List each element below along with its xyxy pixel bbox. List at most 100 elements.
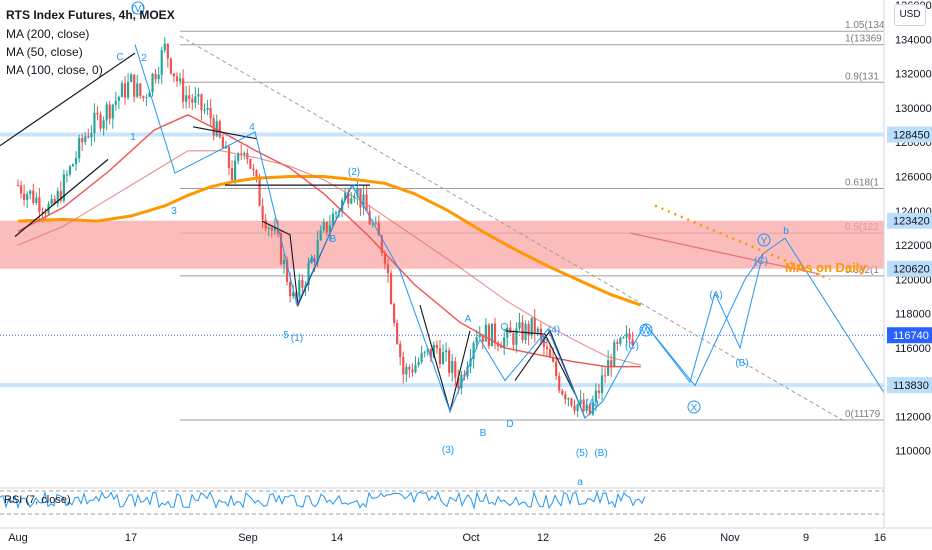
candle	[56, 187, 59, 208]
candle	[619, 336, 622, 346]
fib-level-label: 1.05(134	[845, 20, 885, 31]
candle	[108, 100, 111, 125]
price-tick-label: 134000	[895, 34, 932, 46]
candle	[90, 125, 93, 147]
wave-label: (A)	[709, 290, 722, 301]
candle	[487, 323, 490, 350]
wave-label: (C)	[625, 341, 639, 352]
candle	[163, 37, 166, 53]
fib-level-label: 0.382(1	[845, 265, 879, 276]
candle	[35, 192, 38, 205]
candle	[328, 215, 331, 241]
candle	[570, 397, 573, 408]
candle	[322, 218, 325, 233]
price-tick-label: 116000	[895, 343, 931, 355]
candle	[435, 340, 439, 354]
candle	[374, 216, 377, 225]
price-tick-label: 110000	[895, 446, 931, 458]
candle	[506, 324, 509, 347]
price-tick-label: 132000	[895, 69, 932, 81]
candle	[402, 351, 405, 384]
candle	[59, 181, 62, 204]
candle	[490, 323, 494, 347]
candle	[429, 348, 432, 363]
price-tag-label: 116740	[893, 330, 929, 342]
wave-label: (3)	[442, 445, 454, 456]
candle	[558, 372, 561, 394]
candle	[454, 357, 457, 386]
wave-label: (A)	[585, 398, 598, 409]
candle	[117, 95, 121, 109]
wave-label: 2	[141, 53, 147, 64]
candle	[249, 158, 252, 170]
wave-label: A	[309, 255, 316, 266]
indicator-ma100[interactable]: MA (100, close, 0)	[6, 63, 103, 77]
candle	[111, 103, 114, 129]
candle	[350, 192, 353, 205]
wave-circle	[687, 400, 701, 414]
currency-button[interactable]: USD	[894, 4, 926, 26]
candle	[139, 82, 142, 99]
candle	[99, 111, 102, 133]
candle	[386, 258, 390, 283]
time-tick-label: 9	[803, 532, 809, 544]
candle	[533, 309, 536, 343]
candle	[536, 326, 539, 337]
rsi-pane	[0, 487, 884, 515]
candle	[518, 313, 521, 331]
candle	[71, 163, 75, 167]
candle	[197, 87, 200, 105]
indicator-rsi[interactable]: RSI (7, close)	[4, 494, 71, 506]
candle	[359, 188, 362, 217]
candle	[478, 325, 481, 339]
wave-label: b	[783, 226, 789, 237]
candle	[32, 183, 35, 205]
indicator-ma50[interactable]: MA (50, close)	[6, 45, 83, 59]
candle	[282, 254, 286, 275]
candle	[279, 230, 283, 266]
time-tick-label: Sep	[238, 532, 258, 544]
price-tick-label: 130000	[895, 103, 932, 115]
candle	[334, 210, 338, 219]
ma-line-0	[17, 175, 642, 307]
candle	[622, 336, 625, 339]
candle	[393, 302, 396, 327]
candle	[142, 95, 145, 102]
candle	[50, 194, 53, 207]
candle	[576, 403, 579, 418]
candle	[356, 178, 359, 205]
wave-circle	[757, 233, 771, 247]
candle	[29, 189, 32, 200]
candle	[411, 363, 414, 377]
wave-label: C	[352, 183, 359, 194]
symbol-title[interactable]: RTS Index Futures, 4h, MOEX	[6, 8, 175, 22]
moving-averages	[17, 114, 642, 368]
wave-label: (C)	[754, 256, 768, 267]
candle	[227, 144, 231, 175]
price-tick-label: 118000	[895, 309, 931, 321]
candle	[230, 160, 234, 184]
candle	[628, 327, 631, 347]
time-tick-label: 26	[654, 532, 666, 544]
candle	[625, 325, 628, 346]
candle	[191, 93, 194, 110]
candle	[19, 180, 23, 199]
wave-label: X	[691, 403, 698, 414]
indicator-ma200[interactable]: MA (200, close)	[6, 27, 90, 41]
time-axis[interactable]: Aug 17 Sep 14 Oct 12 26 Nov 9 16	[0, 527, 932, 544]
candle	[344, 187, 347, 201]
price-axis[interactable]: 1360001340001320001300001280001260001240…	[883, 0, 932, 528]
candle	[515, 322, 518, 353]
candle	[218, 119, 221, 139]
candle	[270, 225, 273, 238]
candle	[368, 204, 371, 225]
candle	[307, 257, 310, 291]
price-tick-label: 120000	[895, 274, 932, 286]
candle	[448, 347, 451, 377]
candle	[542, 333, 546, 356]
candle	[285, 256, 289, 286]
wave-label: (B)	[735, 358, 748, 369]
wave-label: a	[577, 477, 583, 488]
wave-label: (4)	[548, 325, 560, 336]
